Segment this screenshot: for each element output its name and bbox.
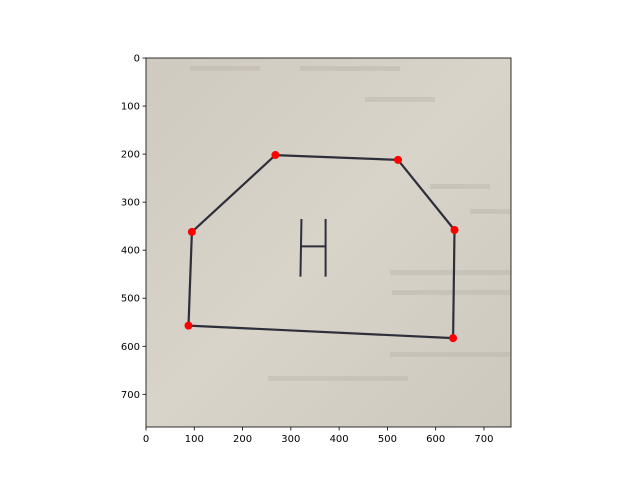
- y-axis: 0 100 200 300 400 500 600 700: [121, 54, 146, 401]
- x-tick-label: 500: [378, 434, 397, 445]
- y-tick-label: 500: [121, 294, 140, 305]
- x-tick-label: 100: [185, 434, 204, 445]
- paper-bleed-through-text: [190, 66, 510, 381]
- y-tick-label: 700: [121, 390, 140, 401]
- data-point: [187, 227, 196, 236]
- axes-frame: [145, 57, 512, 428]
- x-tick-label: 400: [330, 434, 349, 445]
- data-point: [394, 155, 403, 164]
- data-point: [271, 151, 280, 160]
- data-points: [184, 151, 459, 343]
- y-tick-label: 300: [121, 198, 140, 209]
- x-tick-label: 600: [426, 434, 445, 445]
- photo-image: [146, 58, 511, 427]
- drawn-letter-h: [299, 218, 327, 277]
- data-point: [450, 226, 459, 235]
- data-point: [449, 334, 458, 343]
- y-tick-label: 200: [121, 150, 140, 161]
- y-tick-label: 400: [121, 246, 140, 257]
- x-tick-label: 300: [281, 434, 300, 445]
- data-point: [184, 321, 193, 330]
- x-tick-label: 200: [233, 434, 252, 445]
- x-axis: 0 100 200 300 400 500 600 700: [143, 427, 494, 445]
- y-tick-label: 600: [121, 342, 140, 353]
- letter-h-left-stroke: [299, 218, 303, 277]
- x-tick-label: 0: [143, 434, 149, 445]
- y-tick-label: 0: [134, 54, 140, 65]
- x-tick-label: 700: [474, 434, 493, 445]
- y-tick-label: 100: [121, 102, 140, 113]
